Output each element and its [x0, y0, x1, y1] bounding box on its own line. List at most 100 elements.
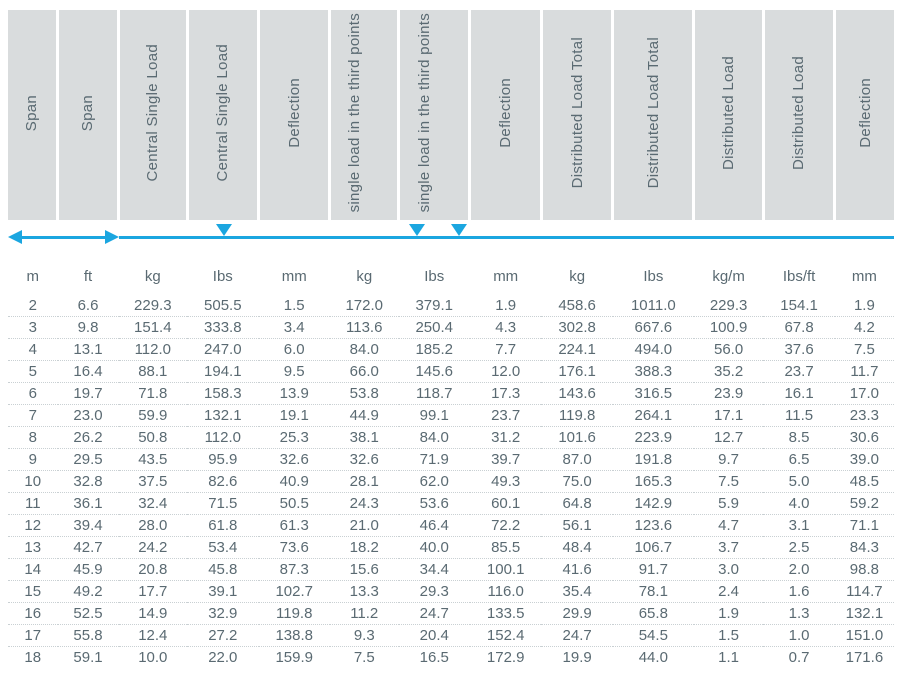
cell: 1011.0 — [613, 295, 694, 317]
cell: 151.4 — [119, 317, 188, 339]
cell: 71.9 — [399, 449, 470, 471]
cell: 1.9 — [835, 295, 894, 317]
arrow-right-icon — [105, 230, 119, 244]
cell: 39.7 — [470, 449, 541, 471]
cell: 88.1 — [119, 361, 188, 383]
cell: 223.9 — [613, 427, 694, 449]
cell: 1.9 — [470, 295, 541, 317]
cell: 106.7 — [613, 537, 694, 559]
cell: 60.1 — [470, 493, 541, 515]
cell: 16.1 — [763, 383, 834, 405]
cell: 667.6 — [613, 317, 694, 339]
cell: 2.4 — [694, 581, 764, 603]
cell: 229.3 — [694, 295, 764, 317]
cell: 145.6 — [399, 361, 470, 383]
cell: 59.9 — [119, 405, 188, 427]
unit-label: Ibs — [613, 250, 694, 295]
cell: 84.0 — [330, 339, 399, 361]
cell: 112.0 — [119, 339, 188, 361]
cell: 165.3 — [613, 471, 694, 493]
load-marker-icon — [451, 224, 467, 236]
cell: 143.6 — [541, 383, 612, 405]
cell: 9.5 — [259, 361, 330, 383]
cell: 32.6 — [259, 449, 330, 471]
cell: 10 — [8, 471, 58, 493]
cell: 54.5 — [613, 625, 694, 647]
cell: 27.2 — [187, 625, 258, 647]
col-header-label: single load in the third points — [416, 13, 452, 212]
unit-label: kg/m — [694, 250, 764, 295]
unit-label: mm — [259, 250, 330, 295]
unit-label: Ibs — [187, 250, 258, 295]
cell: 29.3 — [399, 581, 470, 603]
cell: 2.0 — [763, 559, 834, 581]
cell: 158.3 — [187, 383, 258, 405]
cell: 14.9 — [119, 603, 188, 625]
cell: 59.2 — [835, 493, 894, 515]
cell: 98.8 — [835, 559, 894, 581]
cell: 17.7 — [119, 581, 188, 603]
cell: 65.8 — [613, 603, 694, 625]
cell: 100.1 — [470, 559, 541, 581]
cell: 23.7 — [470, 405, 541, 427]
cell: 37.6 — [763, 339, 834, 361]
indicator-3 — [541, 220, 894, 250]
cell: 32.4 — [119, 493, 188, 515]
cell: 15.6 — [330, 559, 399, 581]
cell: 15 — [8, 581, 58, 603]
cell: 35.4 — [541, 581, 612, 603]
col-header-7: Deflection — [470, 10, 541, 220]
cell: 23.3 — [835, 405, 894, 427]
col-header-2: Central Single Load — [119, 10, 188, 220]
table-row: 1445.920.845.887.315.634.4100.141.691.73… — [8, 559, 894, 581]
cell: 1.6 — [763, 581, 834, 603]
unit-label: mm — [835, 250, 894, 295]
col-header-11: Distributed Load — [763, 10, 834, 220]
table-row: 1755.812.427.2138.89.320.4152.424.754.51… — [8, 625, 894, 647]
col-header-label: Central Single Load — [144, 44, 161, 181]
cell: 32.6 — [330, 449, 399, 471]
cell: 48.4 — [541, 537, 612, 559]
cell: 118.7 — [399, 383, 470, 405]
cell: 138.8 — [259, 625, 330, 647]
cell: 316.5 — [613, 383, 694, 405]
table-row: 723.059.9132.119.144.999.123.7119.8264.1… — [8, 405, 894, 427]
cell: 142.9 — [613, 493, 694, 515]
cell: 49.2 — [58, 581, 119, 603]
cell: 16 — [8, 603, 58, 625]
cell: 40.9 — [259, 471, 330, 493]
cell: 85.5 — [470, 537, 541, 559]
cell: 151.0 — [835, 625, 894, 647]
indicator-1 — [119, 220, 330, 250]
cell: 119.8 — [259, 603, 330, 625]
col-header-8: Distributed Load Total — [541, 10, 612, 220]
col-header-0: Span — [8, 10, 58, 220]
cell: 133.5 — [470, 603, 541, 625]
col-header-label: Distributed Load Total — [569, 37, 586, 188]
cell: 333.8 — [187, 317, 258, 339]
cell: 38.1 — [330, 427, 399, 449]
indicator-0 — [8, 220, 119, 250]
cell: 84.3 — [835, 537, 894, 559]
cell: 154.1 — [763, 295, 834, 317]
cell: 1.5 — [694, 625, 764, 647]
cell: 39.0 — [835, 449, 894, 471]
cell: 25.3 — [259, 427, 330, 449]
cell: 46.4 — [399, 515, 470, 537]
table-row: 1239.428.061.861.321.046.472.256.1123.64… — [8, 515, 894, 537]
cell: 43.5 — [119, 449, 188, 471]
cell: 71.1 — [835, 515, 894, 537]
cell: 45.9 — [58, 559, 119, 581]
cell: 123.6 — [613, 515, 694, 537]
cell: 505.5 — [187, 295, 258, 317]
cell: 18 — [8, 647, 58, 669]
cell: 84.0 — [399, 427, 470, 449]
cell: 42.7 — [58, 537, 119, 559]
cell: 8.5 — [763, 427, 834, 449]
cell: 11 — [8, 493, 58, 515]
cell: 39.4 — [58, 515, 119, 537]
cell: 119.8 — [541, 405, 612, 427]
unit-label: ft — [58, 250, 119, 295]
cell: 56.0 — [694, 339, 764, 361]
col-header-10: Distributed Load — [694, 10, 764, 220]
